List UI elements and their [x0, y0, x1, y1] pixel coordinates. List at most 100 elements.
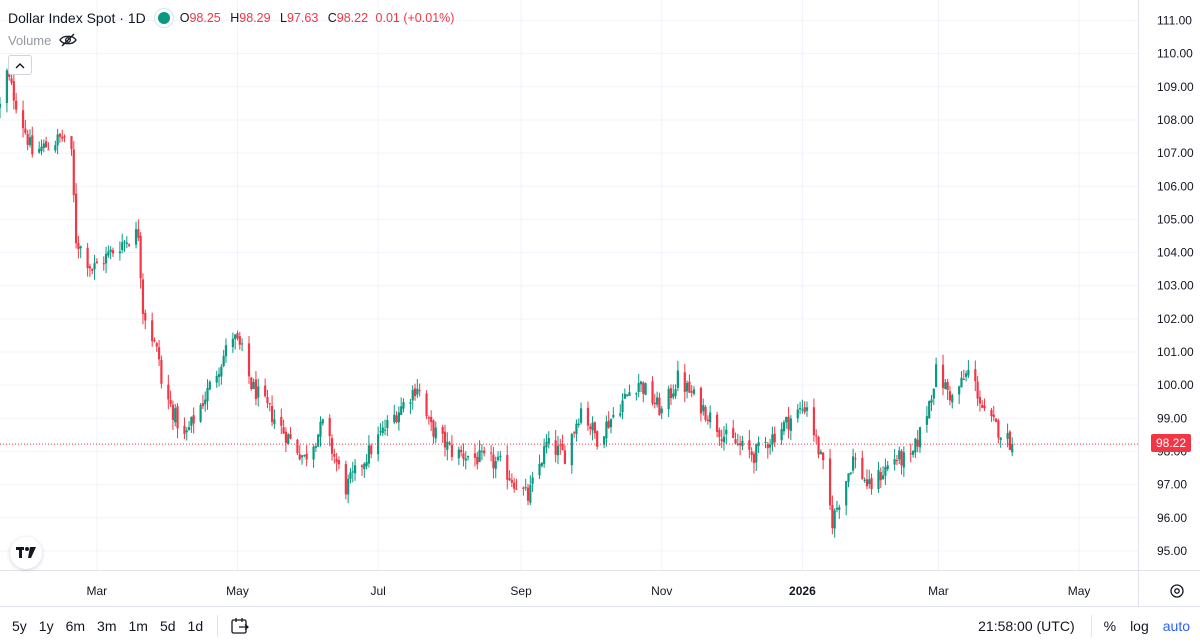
- candle-body: [344, 464, 347, 495]
- candle-body: [47, 149, 50, 151]
- candle-body: [623, 393, 626, 399]
- auto-scale-button[interactable]: auto: [1162, 617, 1190, 634]
- candle-body: [543, 446, 546, 464]
- candle-body: [796, 409, 799, 419]
- candle-body: [379, 431, 382, 433]
- time-tick-label: 2026: [789, 584, 816, 598]
- candle-body: [450, 444, 454, 457]
- price-tick-label: 110.00: [1157, 47, 1193, 61]
- candle-body: [402, 402, 405, 409]
- candle-body: [732, 428, 735, 438]
- candle-body: [328, 417, 331, 437]
- candle-body: [621, 400, 624, 413]
- price-tick-label: 96.00: [1157, 511, 1187, 525]
- collapse-legend-button[interactable]: [8, 55, 32, 75]
- market-status-icon: [157, 12, 170, 24]
- candle-body: [757, 442, 760, 447]
- range-5d-button[interactable]: 5d: [159, 617, 176, 634]
- candle-body: [789, 418, 792, 431]
- range-3m-button[interactable]: 3m: [97, 617, 117, 634]
- candle-body: [847, 473, 850, 482]
- candle-body: [300, 455, 304, 458]
- utc-clock[interactable]: 21:58:00 (UTC): [978, 617, 1075, 634]
- candle-body: [330, 438, 334, 454]
- candle-body: [644, 383, 647, 395]
- candle-body: [367, 445, 371, 464]
- candle-body: [849, 472, 852, 474]
- candle-body: [240, 343, 244, 345]
- log-scale-button[interactable]: log: [1130, 617, 1149, 634]
- candle-body: [0, 103, 2, 108]
- range-1m-button[interactable]: 1m: [128, 617, 148, 634]
- candle-body: [206, 388, 209, 402]
- candle-body: [79, 246, 82, 249]
- price-tick-label: 104.00: [1157, 246, 1194, 260]
- chart-settings-button[interactable]: [1168, 582, 1186, 600]
- candle-body: [506, 455, 509, 480]
- candle-body: [54, 145, 57, 151]
- candle-body: [626, 394, 629, 396]
- candle-body: [236, 333, 239, 339]
- candle-body: [990, 409, 993, 417]
- candle-body: [685, 382, 689, 392]
- candle-body: [554, 440, 557, 455]
- candle-body: [817, 436, 820, 455]
- low-value: 97.63: [286, 11, 319, 25]
- candle-body: [77, 242, 80, 250]
- candle-body: [978, 397, 982, 404]
- candle-body: [893, 459, 896, 465]
- ohlc-values: O98.25 H98.29 L97.63 C98.22 0.01 (+0.01%…: [180, 11, 455, 25]
- price-chart[interactable]: 111.00 110.00 109.00 108.00 107.00 106.00 105.…: [0, 0, 1200, 606]
- candle-body: [446, 441, 449, 450]
- candle-body: [88, 266, 92, 269]
- candle-body: [951, 395, 954, 403]
- candle-body: [805, 407, 809, 411]
- candle-body: [413, 388, 417, 397]
- candle-body: [176, 406, 179, 429]
- candle-body: [317, 434, 320, 447]
- range-5y-button[interactable]: 5y: [12, 617, 27, 634]
- candle-body: [38, 148, 41, 153]
- tradingview-logo[interactable]: [10, 537, 42, 569]
- candle-body: [174, 408, 177, 423]
- candle-body: [296, 439, 299, 454]
- symbol-title[interactable]: Dollar Index Spot · 1D: [8, 10, 146, 26]
- candle-body: [918, 427, 922, 448]
- candle-body: [669, 388, 673, 399]
- candle-body: [785, 416, 788, 423]
- time-tick-label: Mar: [87, 584, 108, 598]
- range-1y-button[interactable]: 1y: [38, 617, 54, 634]
- volume-label: Volume: [8, 32, 52, 48]
- candle-body: [282, 427, 285, 434]
- candle-body: [801, 409, 804, 411]
- candle-body: [250, 377, 253, 390]
- eye-crossed-icon[interactable]: [59, 33, 78, 47]
- candle-body: [515, 488, 518, 490]
- candle-body: [845, 481, 848, 506]
- candle-body: [460, 449, 463, 453]
- candle-body: [529, 485, 532, 503]
- candle-body: [865, 479, 869, 487]
- candle-body: [838, 507, 841, 510]
- candle-body: [909, 453, 912, 455]
- candle-body: [854, 458, 857, 460]
- candle-body: [812, 407, 816, 436]
- candle-body: [748, 440, 751, 450]
- candle-body: [819, 451, 822, 455]
- candle-body: [911, 451, 915, 455]
- range-6m-button[interactable]: 6m: [65, 617, 86, 634]
- candle-body: [128, 244, 131, 246]
- percent-scale-button[interactable]: %: [1103, 617, 1117, 634]
- candle-body: [496, 456, 500, 460]
- range-1d-button[interactable]: 1d: [187, 617, 204, 634]
- candle-body: [773, 433, 776, 443]
- candle-body: [305, 453, 308, 460]
- candle-body: [490, 452, 493, 454]
- volume-indicator[interactable]: Volume: [8, 31, 78, 49]
- time-tick-label: Sep: [510, 584, 532, 598]
- date-range-button[interactable]: [230, 616, 250, 636]
- candle-body: [443, 431, 447, 448]
- candle-body: [72, 149, 75, 196]
- candle-body: [902, 452, 905, 468]
- candle-body: [280, 416, 283, 426]
